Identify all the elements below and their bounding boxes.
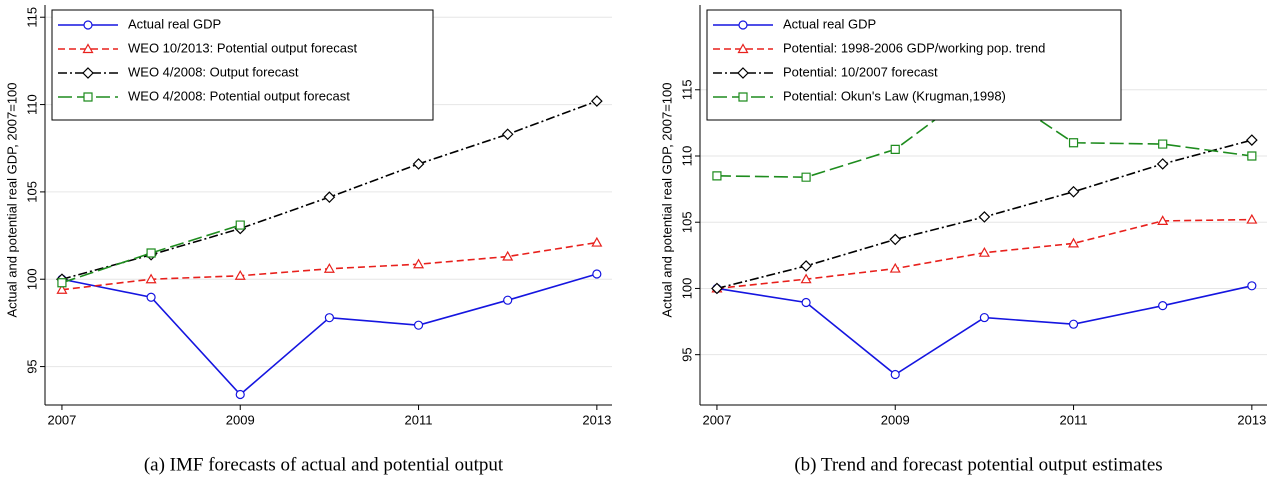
legend-label: Actual real GDP bbox=[783, 16, 876, 31]
marker bbox=[590, 95, 603, 107]
y-tick-label: 105 bbox=[679, 211, 694, 233]
legend-marker bbox=[82, 67, 94, 79]
marker bbox=[978, 246, 990, 257]
x-tick-label: 2013 bbox=[582, 412, 611, 427]
legend-box bbox=[51, 9, 434, 121]
marker bbox=[323, 191, 336, 203]
marker bbox=[234, 270, 246, 280]
marker bbox=[323, 263, 335, 273]
series-line bbox=[61, 273, 598, 396]
marker bbox=[711, 282, 723, 295]
marker bbox=[1158, 139, 1168, 149]
marker bbox=[890, 144, 900, 154]
marker bbox=[1247, 151, 1257, 161]
y-tick-label: 115 bbox=[679, 79, 694, 100]
legend-marker bbox=[737, 67, 749, 79]
marker bbox=[1068, 138, 1079, 148]
x-tick-label: 2011 bbox=[405, 412, 433, 427]
y-axis-label: Actual and potential real GDP, 2007=100 bbox=[4, 82, 19, 317]
plot bbox=[56, 95, 603, 400]
marker bbox=[501, 128, 514, 141]
legend-marker bbox=[737, 43, 749, 54]
caption: (a) IMF forecasts of actual and potentia… bbox=[144, 454, 504, 475]
y-axis-label: Actual and potential real GDP, 2007=100 bbox=[659, 82, 674, 317]
marker bbox=[889, 233, 902, 246]
marker bbox=[1245, 134, 1258, 146]
marker bbox=[979, 312, 989, 323]
marker bbox=[1158, 301, 1168, 311]
marker bbox=[1068, 237, 1080, 248]
y-tick-label: 110 bbox=[679, 146, 694, 167]
series-line bbox=[61, 100, 598, 281]
y-tick-label: 105 bbox=[24, 181, 39, 203]
marker bbox=[800, 273, 812, 284]
marker bbox=[1157, 215, 1169, 225]
marker bbox=[1068, 319, 1079, 329]
legend-marker bbox=[738, 92, 748, 102]
legend-marker bbox=[83, 92, 93, 102]
plot bbox=[711, 78, 1258, 380]
x-tick-label: 2007 bbox=[702, 412, 731, 427]
marker bbox=[592, 269, 602, 279]
legend-label: WEO 4/2008: Output forecast bbox=[128, 64, 299, 79]
marker bbox=[889, 262, 901, 273]
marker bbox=[413, 258, 425, 269]
y-tick-label: 110 bbox=[24, 94, 39, 115]
series-line bbox=[716, 285, 1253, 376]
marker bbox=[324, 313, 334, 323]
marker bbox=[503, 295, 513, 305]
marker bbox=[502, 250, 514, 261]
legend-box bbox=[706, 9, 1122, 121]
marker bbox=[145, 273, 157, 284]
marker bbox=[1156, 158, 1169, 170]
y-tick-label: 100 bbox=[679, 278, 694, 300]
marker bbox=[56, 283, 68, 294]
x-tick-label: 2007 bbox=[47, 412, 76, 427]
marker bbox=[1067, 185, 1080, 198]
legend-marker bbox=[82, 43, 94, 54]
legend-label: WEO 10/2013: Potential output forecast bbox=[128, 40, 357, 55]
marker bbox=[978, 211, 991, 223]
x-tick-label: 2009 bbox=[226, 412, 255, 427]
marker bbox=[1247, 281, 1257, 291]
y-tick-label: 95 bbox=[679, 347, 694, 361]
legend-marker bbox=[738, 20, 748, 30]
legend-label: Potential: 10/2007 forecast bbox=[783, 64, 938, 79]
marker bbox=[146, 292, 156, 302]
y-tick-label: 115 bbox=[24, 7, 39, 28]
caption: (b) Trend and forecast potential output … bbox=[794, 454, 1162, 475]
legend-label: Potential: 1998-2006 GDP/working pop. tr… bbox=[783, 40, 1045, 55]
marker bbox=[235, 220, 245, 230]
legend-label: Actual real GDP bbox=[128, 16, 221, 31]
marker bbox=[1246, 213, 1258, 224]
marker bbox=[146, 248, 156, 258]
marker bbox=[890, 369, 900, 380]
y-tick-label: 95 bbox=[24, 359, 39, 373]
x-tick-label: 2011 bbox=[1060, 412, 1088, 427]
x-tick-label: 2009 bbox=[881, 412, 910, 427]
series-line bbox=[61, 224, 241, 284]
marker bbox=[712, 171, 722, 181]
legend-label: Potential: Okun's Law (Krugman,1998) bbox=[783, 88, 1006, 103]
marker bbox=[235, 389, 245, 400]
marker bbox=[801, 172, 811, 182]
chart: 95 100 105 110 115 2007 2009 2011 2013 Actual and… bbox=[4, 5, 612, 475]
legend-label: WEO 4/2008: Potential output forecast bbox=[128, 88, 350, 103]
chart: 95 100 105 110 115 2007 2009 2011 2013 Actual and… bbox=[659, 5, 1267, 475]
marker bbox=[800, 260, 812, 272]
x-tick-label: 2013 bbox=[1237, 412, 1266, 427]
marker bbox=[57, 278, 67, 288]
marker bbox=[413, 320, 424, 330]
marker bbox=[591, 236, 603, 247]
legend-marker bbox=[83, 20, 93, 30]
y-tick-label: 100 bbox=[24, 268, 39, 290]
marker bbox=[412, 158, 425, 170]
marker bbox=[801, 297, 811, 308]
